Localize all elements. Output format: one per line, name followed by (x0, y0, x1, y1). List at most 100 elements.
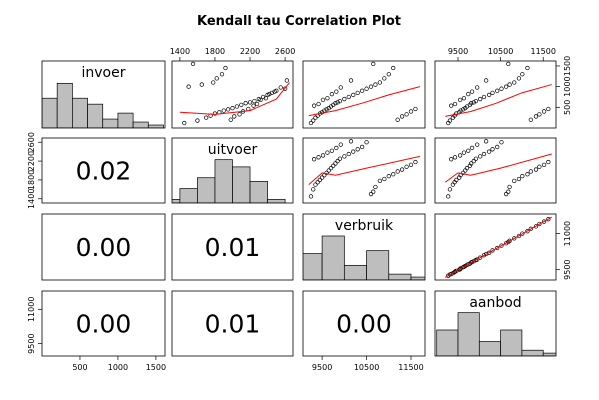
scatter-point (382, 176, 387, 182)
histogram-bar (388, 273, 412, 280)
y-tick-label: 1800 (27, 170, 36, 190)
scatter-point (395, 117, 400, 122)
correlation-value: 0.00 (76, 310, 132, 339)
panel-border (41, 137, 166, 204)
histogram-bar (343, 264, 367, 280)
scatter-point (254, 101, 260, 107)
scatter-point (311, 157, 317, 162)
scatter-point (324, 107, 329, 112)
scatter-point (263, 96, 268, 101)
correlation-value: 0.00 (336, 310, 392, 339)
scatter-point (355, 147, 360, 152)
scatter-point (373, 82, 378, 87)
histogram-bar (87, 103, 104, 128)
histogram-bar (214, 159, 233, 203)
scatter-point (533, 114, 539, 119)
histogram-bar (232, 166, 251, 203)
y-tick-label: 9500 (563, 259, 572, 279)
x-tick-label: 11500 (530, 47, 555, 56)
scatter-point (506, 61, 511, 67)
scatter-point (408, 162, 414, 167)
scatter-point (331, 163, 336, 168)
scatter-point (528, 226, 534, 231)
x-tick-label: 2600 (275, 47, 295, 56)
scatter-point (391, 65, 396, 71)
histogram-bar (267, 199, 286, 203)
scatter-point (483, 251, 489, 257)
scatter-point (512, 236, 517, 241)
scatter-point (533, 167, 539, 172)
scatter-point (359, 144, 365, 150)
scatter-point (284, 78, 290, 83)
scatter-point (490, 248, 495, 253)
y-tick-label: 11000 (563, 221, 572, 246)
y-tick-label: 2600 (27, 132, 36, 152)
scatter-point (520, 231, 525, 236)
correlation-value: 0.02 (76, 157, 132, 186)
scatter-point (507, 82, 512, 87)
x-tick-label: 1400 (170, 47, 190, 56)
scatter-point (243, 101, 248, 106)
scatter-point (225, 107, 231, 112)
histogram-bar (436, 329, 459, 356)
scatter-point (490, 90, 495, 95)
histogram-bar (147, 124, 164, 128)
scatter-point (308, 194, 314, 199)
scatter-point (337, 98, 343, 104)
histogram-bar (410, 276, 425, 280)
scatter-point (195, 118, 200, 123)
scatter-point (377, 178, 383, 184)
scatter-point (481, 94, 487, 100)
correlation-value: 0.01 (205, 310, 261, 339)
scatter-point (507, 184, 512, 190)
scatter-point (516, 176, 522, 182)
scatter-point (546, 106, 551, 112)
panel-border (41, 213, 166, 281)
histogram-bar (117, 112, 134, 128)
scatter-point (212, 111, 218, 116)
scatter-point (329, 91, 335, 97)
scatter-point (457, 267, 463, 272)
histogram-bar (132, 121, 149, 128)
scatter-point (537, 164, 542, 169)
panel-border (434, 290, 557, 357)
scatter-point (311, 103, 317, 108)
scatter-point (272, 89, 277, 94)
scatter-point (447, 187, 453, 192)
scatter-point (230, 105, 235, 111)
scatter-point (338, 142, 343, 147)
histogram-bar (366, 250, 390, 280)
scatter-point (348, 139, 354, 144)
x-tick-label: 2200 (240, 47, 260, 56)
scatter-point (483, 78, 489, 83)
correlation-value: 0.01 (205, 233, 261, 262)
scatter-point (466, 91, 471, 97)
scatter-point (504, 191, 509, 197)
scatter-point (317, 177, 323, 183)
variable-name: invoer (82, 65, 126, 81)
scatter-point (351, 92, 356, 98)
scatter-point (525, 65, 530, 71)
x-tick-label: 9500 (312, 363, 332, 372)
scatter-point (475, 257, 480, 262)
scatter-point (471, 100, 476, 105)
scatter-point (239, 102, 244, 107)
scatter-point (329, 148, 335, 153)
scatter-point (460, 107, 466, 112)
scatter-point (251, 103, 256, 108)
scatter-point (457, 153, 463, 158)
scatter-point (326, 168, 331, 173)
scatter-point (520, 174, 525, 179)
scatter-point (182, 120, 187, 126)
scatter-point (346, 94, 351, 100)
scatter-point (537, 221, 542, 227)
panel (444, 216, 552, 278)
histogram-bar (521, 349, 544, 356)
panel-border (171, 290, 294, 357)
scatter-point (204, 115, 209, 120)
smooth-line (308, 86, 421, 117)
scatter-point (371, 189, 376, 194)
scatter-point (541, 162, 547, 167)
y-tick-label: 1500 (563, 56, 572, 76)
